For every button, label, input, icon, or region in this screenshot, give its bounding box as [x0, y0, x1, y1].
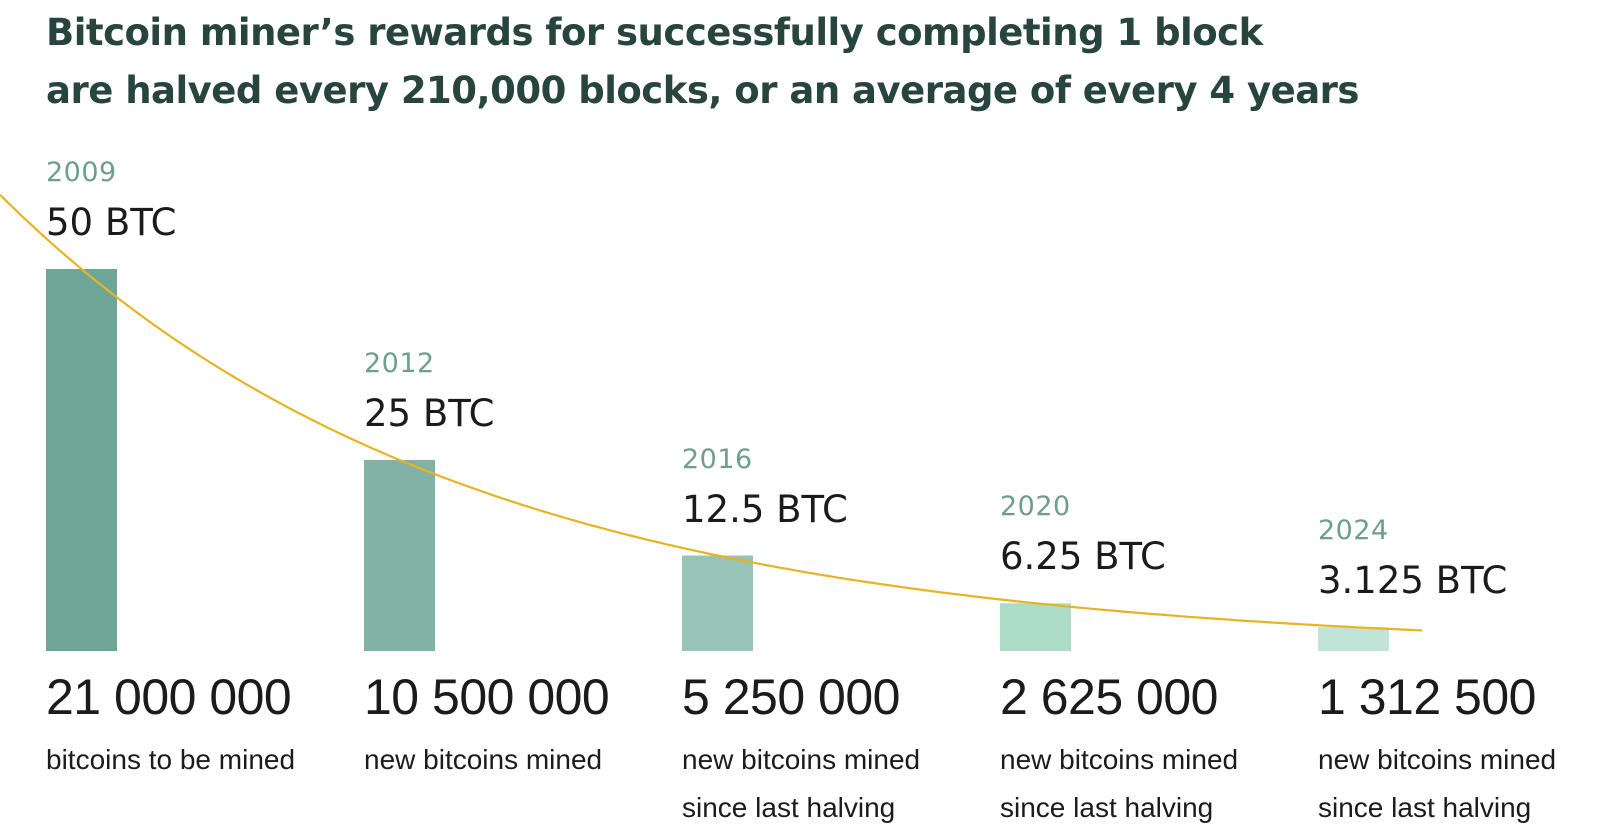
halving-trend-curve: [0, 193, 1423, 632]
bitcoin-count: 2 625 000: [1000, 669, 1218, 725]
year-label: 2020: [1000, 491, 1071, 523]
count-description: new bitcoins mined: [364, 736, 654, 784]
year-label: 2016: [682, 443, 753, 475]
description-line: new bitcoins mined: [682, 744, 921, 775]
reward-label: 50 BTC: [46, 201, 177, 244]
bitcoin-count: 1 312 500: [1318, 669, 1536, 725]
reward-label: 12.5 BTC: [682, 487, 848, 531]
description-line: bitcoins to be mined: [46, 744, 296, 775]
description-line: since last halving: [682, 792, 896, 823]
description-line: new bitcoins mined: [1318, 744, 1557, 775]
column-2024: 2024 3.125 BTC 1 312 500 new bitcoins mined…: [1318, 0, 1600, 837]
column-2012: 2012 25 BTC 10 500 000 new bitcoins mined: [364, 0, 664, 837]
title-line-2: are halved every 210,000 blocks, or an a…: [46, 69, 1359, 112]
count-description: new bitcoins mined since last halving: [682, 736, 972, 832]
description-line: since last halving: [1318, 792, 1532, 823]
reward-label: 25 BTC: [364, 392, 495, 435]
bar-2016: [682, 555, 753, 651]
reward-label: 3.125 BTC: [1318, 559, 1508, 603]
column-2020: 2020 6.25 BTC 2 625 000 new bitcoins mined s…: [1000, 0, 1300, 837]
bar-2024: [1318, 627, 1389, 651]
reward-label: 6.25 BTC: [1000, 535, 1166, 579]
column-2009: 2009 50 BTC 21 000 000 bitcoins to be mined: [46, 0, 346, 837]
bitcoin-count: 21 000 000: [46, 669, 292, 725]
bar-2012: [364, 460, 435, 651]
year-label: 2012: [364, 348, 435, 379]
description-line: new bitcoins mined: [1000, 744, 1239, 775]
chart-title: Bitcoin miner’s rewards for successfully…: [46, 4, 1566, 120]
bar-2009: [46, 269, 117, 651]
count-description: new bitcoins mined since last halving: [1318, 736, 1600, 832]
title-line-1: Bitcoin miner’s rewards for successfully…: [46, 11, 1263, 54]
year-label: 2009: [46, 157, 117, 188]
bar-2020: [1000, 603, 1071, 651]
bitcoin-count: 5 250 000: [682, 669, 900, 725]
year-label: 2024: [1318, 515, 1389, 547]
description-line: since last halving: [1000, 792, 1214, 823]
count-description: bitcoins to be mined: [46, 736, 336, 784]
column-2016: 2016 12.5 BTC 5 250 000 new bitcoins mined s…: [682, 0, 982, 837]
description-line: new bitcoins mined: [364, 744, 603, 775]
count-description: new bitcoins mined since last halving: [1000, 736, 1290, 832]
bitcoin-count: 10 500 000: [364, 669, 610, 725]
